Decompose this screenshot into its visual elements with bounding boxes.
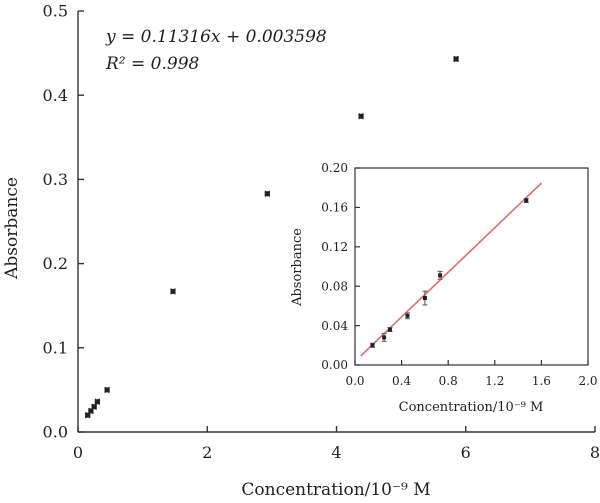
inset-y-tick-label: 0.08 [321, 279, 348, 293]
main-y-tick-label: 0.4 [43, 86, 68, 105]
inset-y-tick-label: 0.04 [321, 319, 348, 333]
inset-y-tick-label: 0.12 [321, 240, 348, 254]
inset-x-tick-label: 2.0 [578, 374, 597, 388]
inset-data-point [524, 198, 529, 203]
main-data-point [85, 412, 91, 418]
main-ticks: 0 2 4 6 8 0.0 0.1 0.2 0.3 0.4 0.5 [43, 2, 600, 462]
main-data-point [170, 288, 176, 294]
inset-data-point [382, 335, 387, 340]
main-data-point [91, 404, 97, 410]
main-points [85, 55, 459, 419]
main-data-point [94, 399, 100, 405]
inset-y-tick-label: 0.16 [321, 201, 348, 215]
main-data-point [453, 56, 459, 62]
fit-equation: y = 0.11316x + 0.003598 [105, 27, 327, 47]
inset-x-tick-label: 1.2 [485, 374, 504, 388]
main-data-point [358, 113, 364, 119]
inset-data-point [422, 296, 427, 301]
main-data-point [104, 387, 110, 393]
main-y-tick-label: 0.2 [43, 254, 68, 273]
main-y-tick-label: 0.1 [43, 338, 68, 357]
main-data-point [264, 191, 270, 197]
main-y-tick-label: 0.3 [43, 170, 68, 189]
inset-x-tick-label: 0.4 [392, 374, 411, 388]
inset-x-axis-label: Concentration/10⁻⁹ M [399, 400, 544, 415]
inset-points [369, 197, 529, 348]
inset-x-tick-label: 0.8 [439, 374, 458, 388]
main-data-point [88, 408, 94, 414]
main-x-tick-label: 4 [331, 443, 341, 462]
main-x-axis-label: Concentration/10⁻⁹ M [241, 480, 430, 500]
main-x-tick-label: 6 [461, 443, 471, 462]
inset-frame [354, 167, 589, 366]
r-squared: R² = 0.998 [105, 54, 200, 74]
inset-data-point [438, 273, 443, 278]
main-y-tick-label: 0.5 [43, 2, 68, 21]
inset-y-tick-label: 0.00 [321, 358, 348, 372]
main-x-tick-label: 0 [73, 443, 83, 462]
inset-chart: 0.0 0.4 0.8 1.2 1.6 2.0 0.00 0.04 0.08 0.12 0.16 0.… [290, 161, 598, 415]
inset-data-point [405, 313, 410, 318]
inset-y-axis-label: Absorbance [290, 228, 305, 307]
main-y-axis-label: Absorbance [2, 177, 22, 280]
inset-x-tick-label: 1.6 [532, 374, 551, 388]
main-y-tick-label: 0.0 [43, 423, 68, 442]
inset-x-tick-label: 0.0 [345, 374, 364, 388]
main-x-tick-label: 8 [590, 443, 600, 462]
inset-y-tick-label: 0.20 [321, 161, 348, 175]
inset-data-point [387, 327, 392, 332]
inset-data-point [370, 343, 375, 348]
inset-axes [354, 167, 589, 366]
inset-ticks: 0.0 0.4 0.8 1.2 1.6 2.0 0.00 0.04 0.08 0.12 0.16 0.… [321, 161, 597, 388]
main-x-tick-label: 2 [202, 443, 212, 462]
